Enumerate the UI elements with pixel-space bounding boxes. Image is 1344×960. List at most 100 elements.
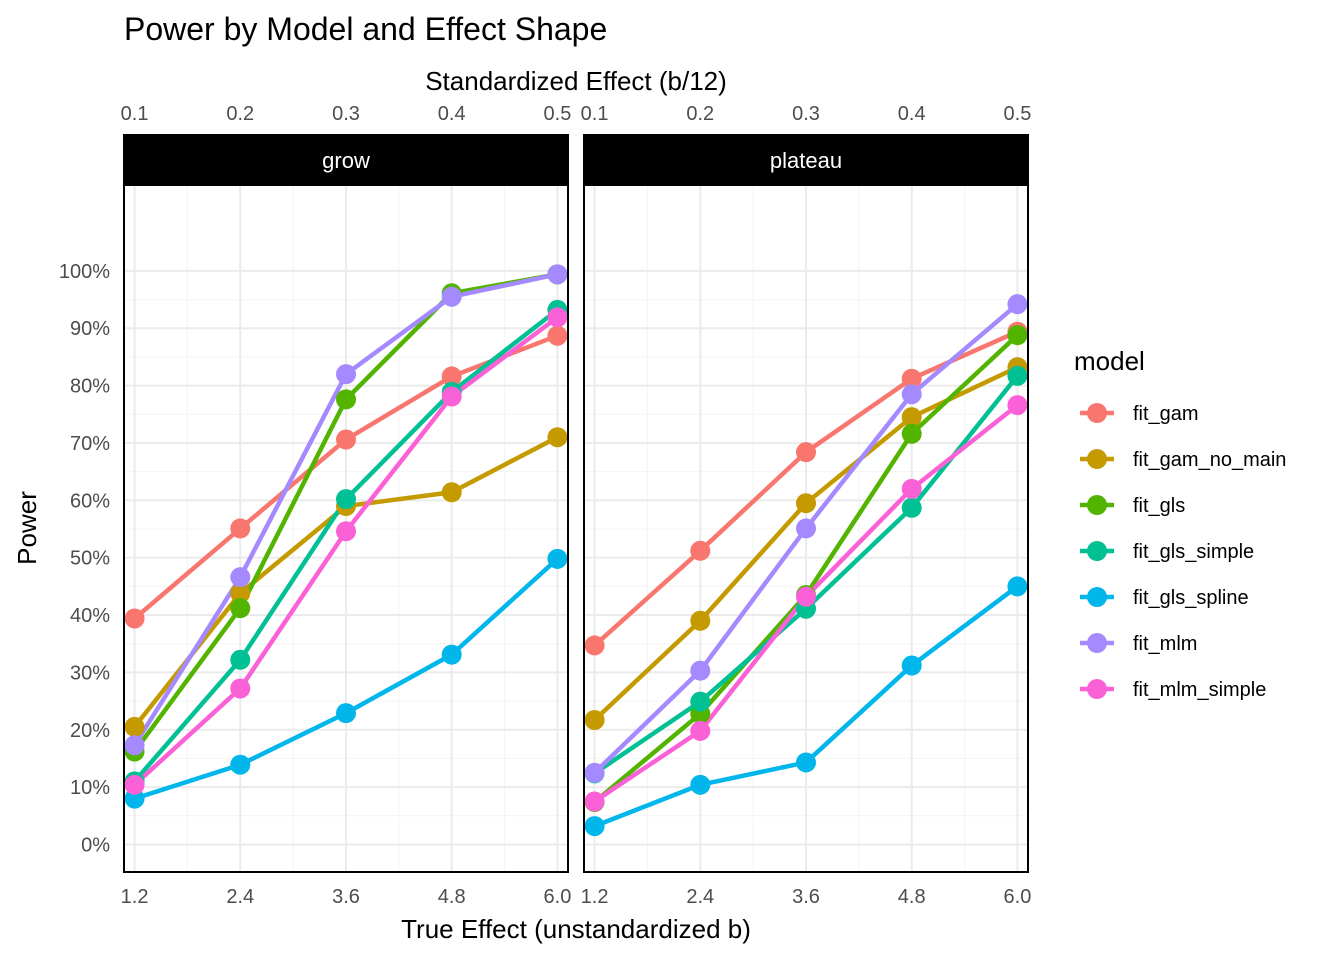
y-tick-label: 80% [70,376,110,398]
point-fit_gls_simple-2.4 [690,691,711,712]
point-fit_gls_spline-6.0 [547,548,568,569]
point-fit_gam-3.6 [796,442,816,463]
point-fit_gls-2.4 [230,598,251,619]
point-fit_gls_simple-4.8 [901,497,922,518]
facet-strip [124,135,568,186]
facet-strip-label: plateau [770,148,842,173]
point-fit_mlm-3.6 [336,364,356,385]
panel-grow: grow 1.2 2.4 3.6 4.8 6.0 0.1 0.2 0.3 0.4 0.5 [121,103,572,908]
y-tick-label: 20% [70,720,110,742]
point-fit_gls_spline-2.4 [690,774,711,795]
point-fit_gls_spline-4.8 [901,655,922,676]
point-fit_mlm_simple-2.4 [230,678,251,699]
point-fit_gam_no_main-1.2 [584,710,605,731]
panel-plateau: plateau 1.2 2.4 3.6 4.8 6.0 0.1 0.2 0.3 0.4 0.5 [581,103,1032,908]
point-fit_mlm_simple-6.0 [1007,395,1028,416]
point-fit_gam-3.6 [336,429,356,450]
legend-entry-fit_gam_no_main: fit_gam_no_main [1080,449,1286,471]
point-fit_gam-4.8 [441,366,462,387]
point-fit_gam-2.4 [230,518,251,539]
secondary-x-tick-label: 0.1 [121,103,149,125]
legend-entry-fit_mlm_simple: fit_mlm_simple [1080,679,1266,701]
point-fit_gls_simple-2.4 [230,649,251,670]
x-axis-title: True Effect (unstandardized b) [401,914,751,944]
legend-label: fit_gls [1133,495,1185,517]
secondary-x-tick-label: 0.5 [1004,103,1032,125]
legend-key-point [1087,679,1107,699]
legend-key-point [1087,541,1107,561]
point-fit_gls-4.8 [901,423,922,444]
legend-entry-fit_gls: fit_gls [1080,495,1185,517]
x-tick-label: 1.2 [121,886,149,908]
point-fit_mlm-1.2 [124,735,145,756]
x-tick-label: 3.6 [792,886,820,908]
point-fit_gam_no_main-3.6 [796,493,816,514]
legend-key-point [1087,449,1107,469]
facet-strip-label: grow [322,148,370,173]
point-fit_gls_spline-4.8 [441,644,462,665]
y-tick-label: 10% [70,777,110,799]
point-fit_gam_no_main-2.4 [230,583,251,604]
legend-entry-fit_mlm: fit_mlm [1080,633,1197,655]
y-tick-label: 100% [59,261,110,283]
point-fit_gam-4.8 [901,368,922,389]
y-tick-label: 70% [70,433,110,455]
x-tick-label: 4.8 [438,886,466,908]
y-axis-title: Power [12,491,42,565]
y-tick-label: 60% [70,490,110,512]
point-fit_mlm_simple-4.8 [441,386,462,407]
point-fit_gls_spline-6.0 [1007,576,1028,597]
x-tick-label: 2.4 [226,886,254,908]
point-fit_mlm_simple-3.6 [336,521,356,542]
y-tick-label: 50% [70,548,110,570]
x-tick-label: 6.0 [544,886,572,908]
legend-title: model [1074,346,1145,376]
series-points [584,294,1028,837]
point-fit_mlm_simple-6.0 [547,307,568,328]
point-fit_mlm_simple-1.2 [584,791,605,812]
point-fit_mlm-3.6 [796,518,816,539]
point-fit_mlm-1.2 [584,762,605,783]
legend-key-point [1087,403,1107,423]
point-fit_gls_spline-1.2 [584,816,605,837]
y-tick-label: 40% [70,605,110,627]
legend-key-point [1087,587,1107,607]
x-tick-label: 4.8 [898,886,926,908]
point-fit_gam_no_main-4.8 [901,407,922,428]
legend-key-point [1087,495,1107,515]
point-fit_gls_spline-3.6 [796,752,816,773]
point-fit_gam-6.0 [547,325,568,346]
x-tick-label: 3.6 [332,886,360,908]
y-tick-label: 30% [70,662,110,684]
point-fit_gam-1.2 [584,635,605,656]
point-fit_gam_no_main-1.2 [124,716,145,737]
secondary-x-tick-label: 0.1 [581,103,609,125]
panels: grow 1.2 2.4 3.6 4.8 6.0 0.1 0.2 0.3 0.4 0.5 platea… [59,103,1031,908]
point-fit_gls_simple-6.0 [1007,365,1028,386]
point-fit_mlm_simple-1.2 [124,774,145,795]
point-fit_mlm-6.0 [547,264,568,285]
secondary-x-tick-label: 0.3 [792,103,820,125]
x-tick-label: 2.4 [686,886,714,908]
legend-label: fit_gls_simple [1133,541,1254,563]
legend-entry-fit_gam: fit_gam [1080,403,1199,425]
y-tick-label: 0% [81,834,110,856]
point-fit_mlm_simple-3.6 [796,586,816,607]
secondary-x-tick-label: 0.2 [226,103,254,125]
secondary-x-tick-label: 0.5 [544,103,572,125]
point-fit_mlm-4.8 [441,286,462,307]
point-fit_mlm-2.4 [230,567,251,588]
secondary-x-tick-label: 0.4 [898,103,926,125]
point-fit_gls_spline-3.6 [336,703,356,724]
secondary-x-tick-label: 0.3 [332,103,360,125]
secondary-x-tick-label: 0.2 [686,103,714,125]
point-fit_gam-2.4 [690,540,711,561]
secondary-x-tick-label: 0.4 [438,103,466,125]
legend-entry-fit_gls_spline: fit_gls_spline [1080,587,1249,609]
secondary-x-axis-title: Standardized Effect (b/12) [425,66,727,96]
point-fit_gam_no_main-4.8 [441,482,462,503]
point-fit_gam_no_main-2.4 [690,610,711,631]
point-fit_mlm-4.8 [901,384,922,405]
point-fit_gls_spline-1.2 [124,788,145,809]
